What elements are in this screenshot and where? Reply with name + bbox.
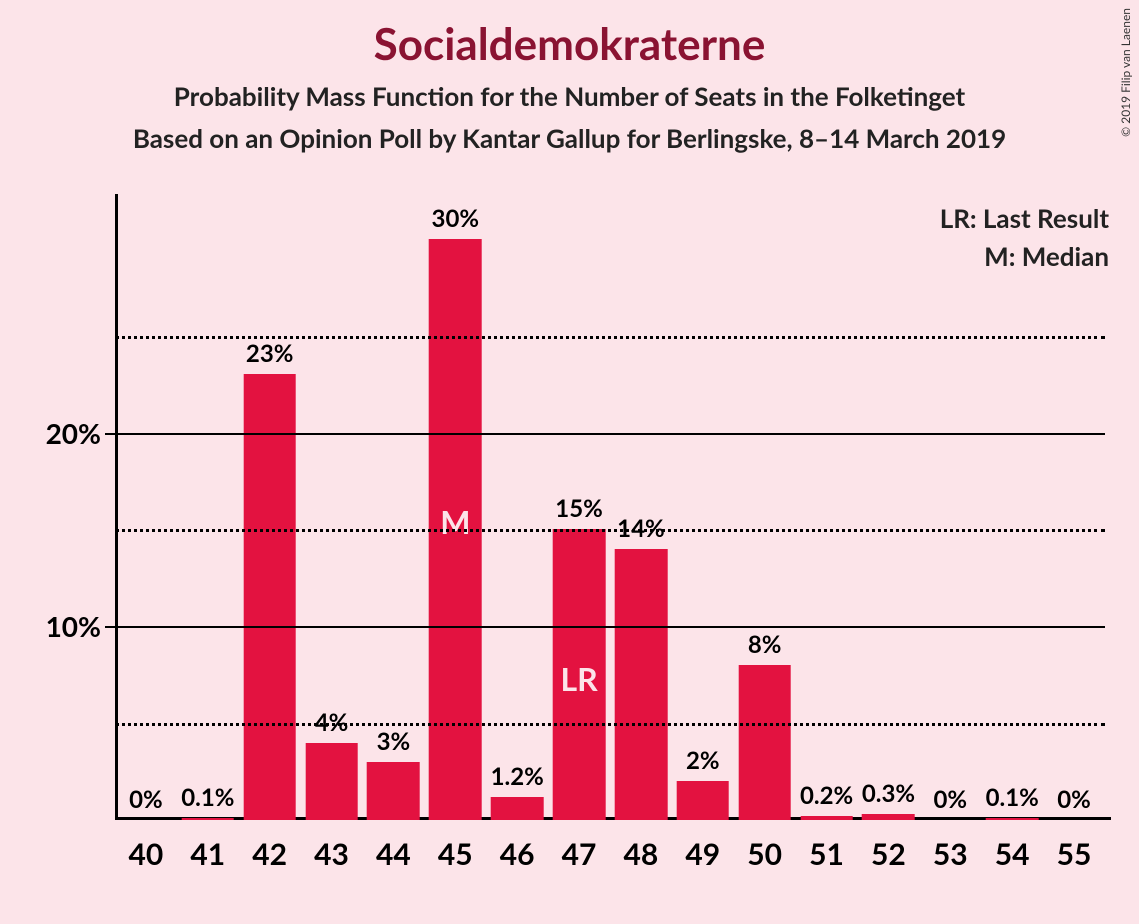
bar-value-label: 2% bbox=[686, 746, 720, 775]
bar-value-label: 14% bbox=[617, 514, 665, 543]
bar-value-label: 30% bbox=[432, 204, 480, 233]
bar-value-label: 3% bbox=[377, 727, 411, 756]
bar-slot: 0%55 bbox=[1043, 200, 1105, 820]
bar-value-label: 0% bbox=[1057, 785, 1091, 814]
bar-value-label: 1.2% bbox=[491, 762, 544, 791]
bar-value-label: 0.3% bbox=[862, 779, 915, 808]
bar-value-label: 8% bbox=[748, 630, 782, 659]
x-tick-label: 48 bbox=[624, 836, 659, 872]
x-tick-label: 55 bbox=[1057, 836, 1092, 872]
x-tick-label: 42 bbox=[252, 836, 287, 872]
x-tick-label: 46 bbox=[500, 836, 535, 872]
bar-value-label: 0.1% bbox=[986, 783, 1039, 812]
x-tick-label: 52 bbox=[871, 836, 906, 872]
bar-value-label: 15% bbox=[555, 494, 603, 523]
x-tick-label: 44 bbox=[376, 836, 411, 872]
gridline bbox=[115, 723, 1105, 726]
bar-slot: 0.3%52 bbox=[858, 200, 920, 820]
bar-slot: 15%LR47 bbox=[548, 200, 610, 820]
bar-value-label: 0% bbox=[129, 785, 163, 814]
bar-slot: 0%53 bbox=[919, 200, 981, 820]
bar-slot: 0.2%51 bbox=[796, 200, 858, 820]
bar-slot: 2%49 bbox=[672, 200, 734, 820]
bar bbox=[243, 374, 296, 820]
x-tick-label: 45 bbox=[438, 836, 473, 872]
bar-value-label: 0.2% bbox=[800, 781, 853, 810]
x-tick-label: 41 bbox=[190, 836, 225, 872]
bar bbox=[738, 665, 791, 820]
y-tick-label: 10% bbox=[46, 609, 101, 643]
bar-value-label: 0.1% bbox=[181, 783, 234, 812]
title-block: Socialdemokraterne Probability Mass Func… bbox=[0, 0, 1139, 154]
bar bbox=[986, 818, 1039, 820]
bar bbox=[800, 816, 853, 820]
bar-slot: 30%M45 bbox=[424, 200, 486, 820]
gridline bbox=[115, 336, 1105, 339]
bar-slot: 14%48 bbox=[610, 200, 672, 820]
bar bbox=[677, 781, 730, 820]
bar-value-label: 4% bbox=[315, 708, 349, 737]
x-tick-label: 43 bbox=[314, 836, 349, 872]
x-tick-label: 51 bbox=[809, 836, 844, 872]
chart-subtitle-2: Based on an Opinion Poll by Kantar Gallu… bbox=[0, 122, 1139, 154]
bars-container: 0%400.1%4123%424%433%4430%M451.2%4615%LR… bbox=[115, 200, 1105, 820]
bar bbox=[182, 818, 235, 820]
y-tick-label: 20% bbox=[46, 416, 101, 450]
bar bbox=[305, 743, 358, 821]
bar bbox=[615, 549, 668, 820]
x-tick-label: 53 bbox=[933, 836, 968, 872]
gridline bbox=[115, 529, 1105, 532]
chart-root: Socialdemokraterne Probability Mass Func… bbox=[0, 0, 1139, 924]
bar-slot: 3%44 bbox=[363, 200, 425, 820]
copyright: © 2019 Filip van Laenen bbox=[1118, 8, 1133, 137]
bar-value-label: 23% bbox=[246, 339, 294, 368]
gridline bbox=[115, 626, 1105, 628]
bar-slot: 23%42 bbox=[239, 200, 301, 820]
chart-subtitle: Probability Mass Function for the Number… bbox=[0, 80, 1139, 112]
x-tick-label: 50 bbox=[747, 836, 782, 872]
bar-value-label: 0% bbox=[934, 785, 968, 814]
x-tick-label: 40 bbox=[129, 836, 164, 872]
x-tick-label: 49 bbox=[685, 836, 720, 872]
bar bbox=[367, 762, 420, 820]
y-tick-mark bbox=[105, 626, 115, 628]
bar bbox=[491, 797, 544, 820]
x-tick-label: 47 bbox=[562, 836, 597, 872]
bar-slot: 0%40 bbox=[115, 200, 177, 820]
bar-inner-label: M bbox=[440, 502, 470, 541]
bar-inner-label: LR bbox=[560, 659, 597, 698]
bar bbox=[862, 814, 915, 820]
bar-slot: 0.1%54 bbox=[981, 200, 1043, 820]
bar-slot: 1.2%46 bbox=[486, 200, 548, 820]
gridline bbox=[115, 433, 1105, 435]
x-tick-label: 54 bbox=[995, 836, 1030, 872]
bar-slot: 0.1%41 bbox=[177, 200, 239, 820]
bar-slot: 4%43 bbox=[301, 200, 363, 820]
bar-slot: 8%50 bbox=[734, 200, 796, 820]
plot-area: 0%400.1%4123%424%433%4430%M451.2%4615%LR… bbox=[115, 200, 1105, 820]
chart-title: Socialdemokraterne bbox=[0, 18, 1139, 70]
y-tick-mark bbox=[105, 433, 115, 435]
